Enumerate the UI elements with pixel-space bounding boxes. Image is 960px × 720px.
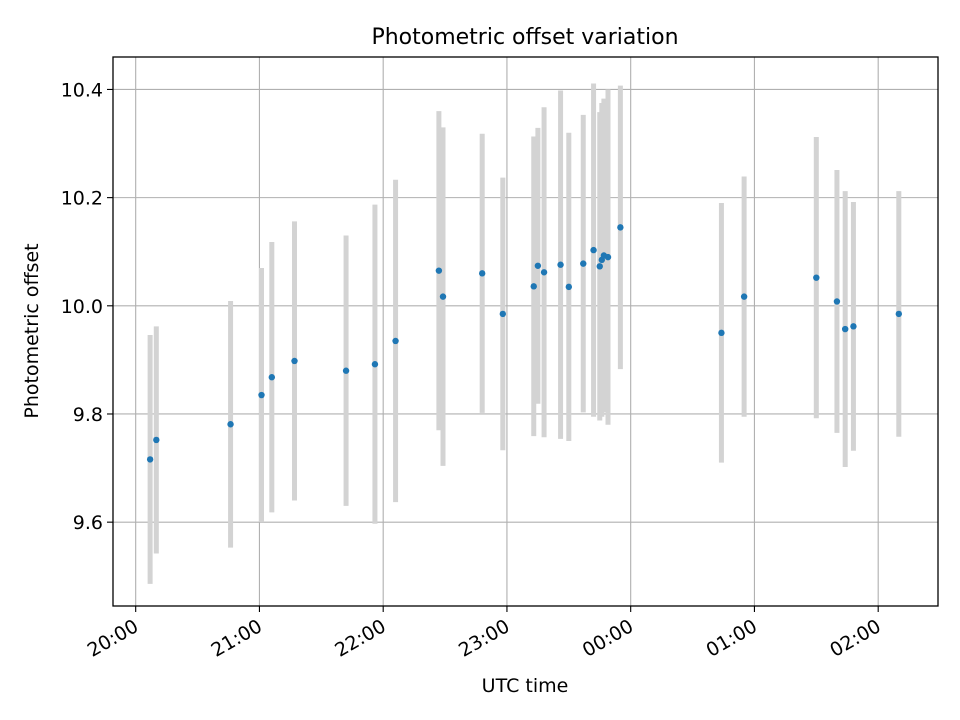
data-point — [718, 329, 725, 337]
data-point — [534, 262, 542, 269]
data-point — [895, 310, 903, 318]
data-point — [841, 325, 849, 333]
data-point — [268, 374, 276, 381]
data-point — [153, 436, 160, 444]
data-point — [439, 293, 447, 300]
data-point — [530, 283, 537, 290]
plot-frame — [112, 56, 939, 607]
data-point — [565, 283, 573, 291]
data-points — [146, 224, 903, 463]
data-point — [833, 298, 841, 305]
data-point — [258, 391, 265, 399]
data-point — [850, 323, 857, 330]
data-point — [540, 269, 548, 276]
data-point — [557, 261, 564, 268]
data-point — [740, 293, 748, 300]
data-point — [291, 357, 298, 365]
chart-title: Photometric offset variation — [371, 25, 678, 50]
x-axis-label: UTC time — [482, 675, 569, 697]
data-point — [499, 310, 507, 318]
data-point — [604, 253, 612, 261]
y-tick-label: 9.6 — [73, 512, 103, 534]
data-point — [596, 263, 603, 270]
y-axis-label: Photometric offset — [21, 243, 43, 418]
data-point — [617, 224, 624, 231]
data-point — [813, 274, 820, 281]
y-tick-label: 10.0 — [61, 296, 103, 318]
data-point — [590, 246, 597, 254]
data-point — [580, 260, 587, 267]
data-point — [478, 270, 486, 277]
y-axis-ticks: 9.6 9.8 10.0 10.2 10.4 — [61, 79, 113, 534]
y-tick-label: 10.4 — [61, 79, 103, 101]
y-tick-label: 10.2 — [61, 188, 103, 210]
data-point — [371, 361, 379, 368]
data-point — [146, 456, 154, 463]
data-point — [342, 367, 350, 374]
data-point — [435, 267, 443, 274]
data-point — [227, 421, 234, 428]
data-point — [392, 337, 399, 345]
y-tick-label: 9.8 — [73, 404, 103, 426]
